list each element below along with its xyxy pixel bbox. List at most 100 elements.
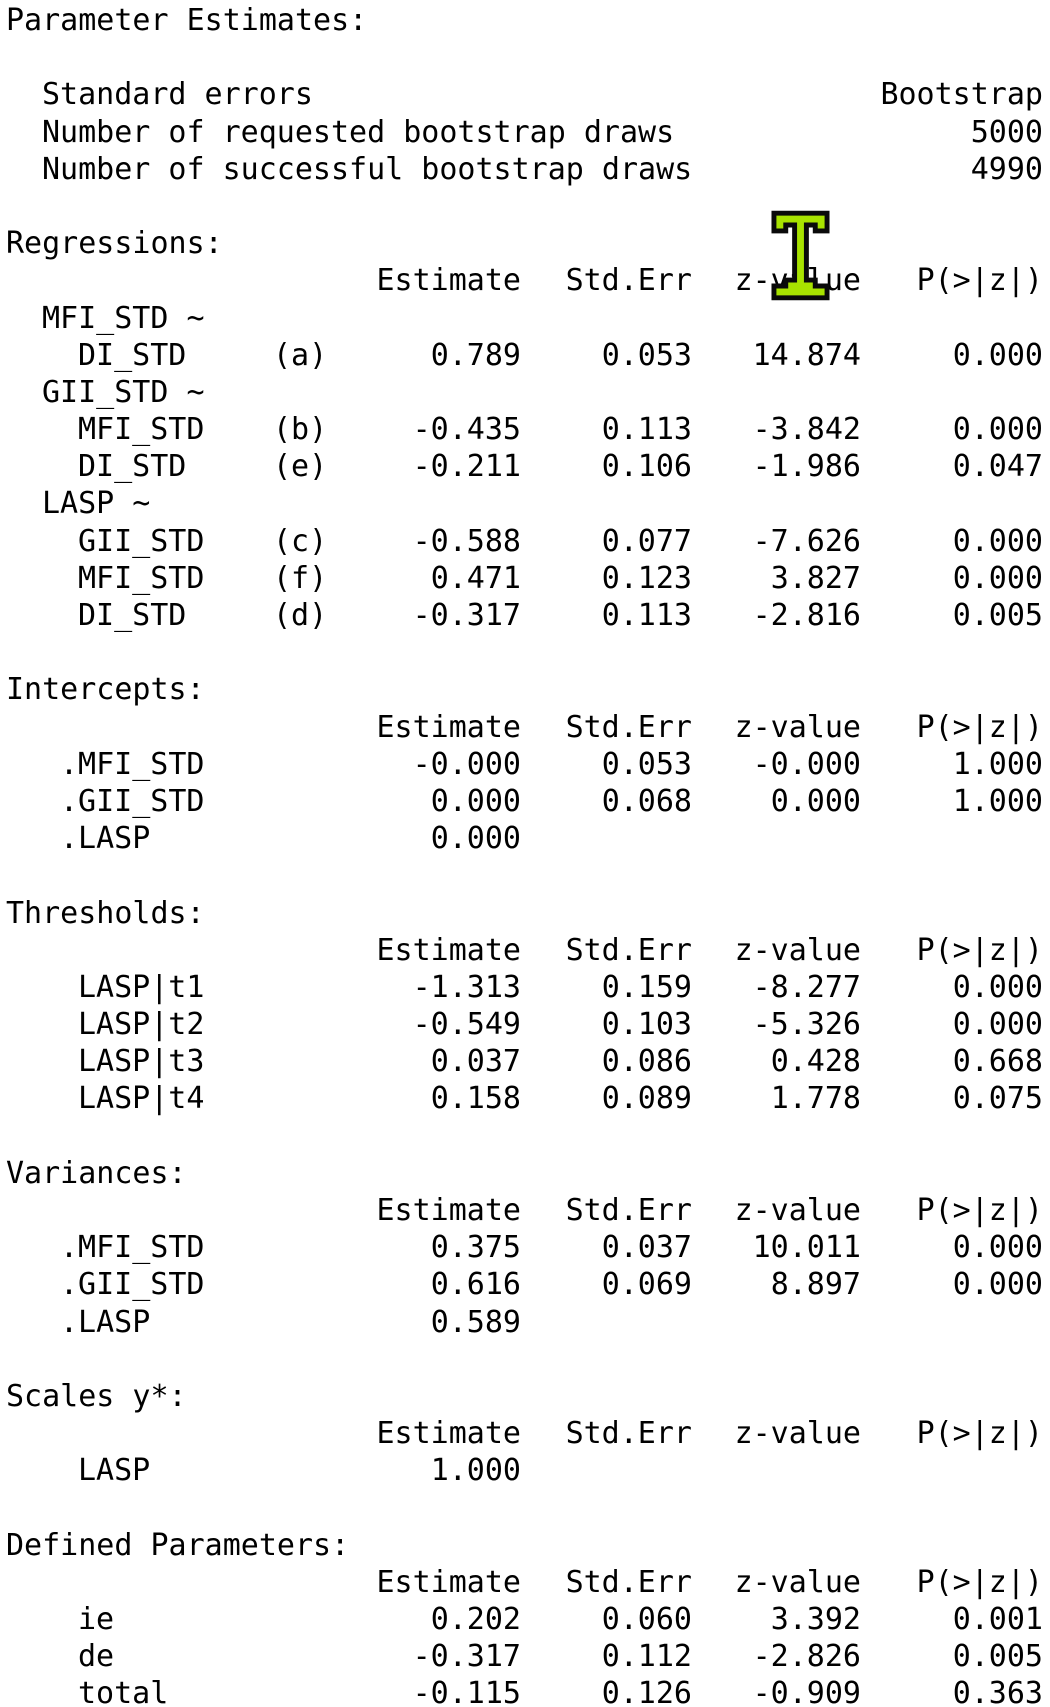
column-header-estimate: Estimate: [376, 1564, 522, 1600]
table-row: LASP 1.000: [6, 1452, 1043, 1489]
estimate-value: 0.202: [430, 1602, 521, 1638]
stderr-value: 0.037: [601, 1230, 692, 1266]
blank-line: [6, 857, 1050, 894]
stderr-value: 0.060: [601, 1602, 692, 1638]
blank-line: [6, 1341, 1050, 1378]
zvalue-value: 3.827: [770, 560, 861, 596]
zvalue-value: -1.986: [752, 449, 861, 485]
table-row: .MFI_STD 0.375 0.037 10.011 0.000: [6, 1229, 1043, 1266]
estimate-value: 0.589: [430, 1304, 521, 1340]
param-label: (c): [273, 523, 328, 559]
param-name: de: [78, 1639, 115, 1675]
stderr-value: 0.126: [601, 1676, 692, 1707]
column-header-row: Estimate Std.Err z-value P(>|z|): [6, 932, 1044, 969]
table-row: DI_STD (d) -0.317 0.113 -2.816 0.005: [6, 597, 1043, 634]
param-name: DI_STD: [78, 337, 187, 373]
pvalue-value: 0.668: [952, 1044, 1043, 1080]
zvalue-value: 0.428: [770, 1044, 861, 1080]
pvalue-value: 0.005: [952, 1639, 1043, 1675]
pvalue-value: 1.000: [952, 746, 1043, 782]
column-header-pvalue: P(>|z|): [916, 263, 1043, 299]
table-row: .MFI_STD -0.000 0.053 -0.000 1.000: [6, 746, 1043, 783]
zvalue-value: -3.842: [752, 412, 861, 448]
column-header-pvalue: P(>|z|): [916, 1193, 1043, 1228]
column-header-pvalue: P(>|z|): [916, 709, 1043, 745]
pvalue-value: 0.047: [952, 449, 1043, 485]
column-header-pvalue: P(>|z|): [916, 1564, 1043, 1600]
column-header-row: Estimate Std.Err z-value P(>|z|): [6, 709, 1044, 746]
param-label: (f): [273, 560, 328, 596]
blank-line: [6, 188, 1050, 225]
param-name: .MFI_STD: [60, 1230, 205, 1266]
param-name: GII_STD: [78, 523, 205, 559]
column-header-stderr: Std.Err: [565, 932, 692, 968]
column-header-estimate: Estimate: [376, 1416, 522, 1452]
estimate-value: 0.037: [430, 1044, 521, 1080]
pvalue-value: 0.000: [952, 969, 1043, 1005]
blank-line: [6, 1490, 1050, 1527]
table-row: LASP|t2 -0.549 0.103 -5.326 0.000: [6, 1006, 1043, 1043]
param-name: GII_STD ~: [42, 374, 205, 410]
param-label: (d): [273, 598, 328, 633]
output-title: Parameter Estimates:: [6, 3, 368, 38]
table-row: GII_STD (c) -0.588 0.077 -7.626 0.000: [6, 523, 1043, 560]
param-name: LASP|t3: [78, 1044, 205, 1080]
table-row: .GII_STD 0.616 0.069 8.897 0.000: [6, 1266, 1043, 1303]
zvalue-value: 10.011: [752, 1230, 861, 1266]
pvalue-value: 0.005: [952, 598, 1043, 633]
pvalue-value: 0.000: [952, 1230, 1043, 1266]
column-header-estimate: Estimate: [376, 263, 522, 299]
zvalue-value: 14.874: [752, 337, 861, 373]
section-title-variances: Variances:: [6, 1155, 187, 1191]
zvalue-value: -2.816: [752, 598, 861, 633]
info-label: Number of requested bootstrap draws: [42, 114, 675, 150]
table-row: .GII_STD 0.000 0.068 0.000 1.000: [6, 783, 1043, 820]
column-header-zvalue: z-value: [734, 709, 861, 745]
stderr-value: 0.053: [601, 746, 692, 782]
zvalue-value: -7.626: [752, 523, 861, 559]
section-title-scales: Scales y*:: [6, 1378, 187, 1414]
stderr-value: 0.068: [601, 783, 692, 819]
column-header-stderr: Std.Err: [565, 1416, 692, 1452]
estimate-value: 0.616: [430, 1267, 521, 1303]
section-title-intercepts: Intercepts:: [6, 672, 205, 708]
column-header-zvalue: z-value: [734, 1416, 861, 1452]
estimate-value: 1.000: [430, 1453, 521, 1489]
column-header-stderr: Std.Err: [565, 709, 692, 745]
stderr-value: 0.159: [601, 969, 692, 1005]
column-header-zvalue: z-value: [734, 932, 861, 968]
table-row: LASP|t3 0.037 0.086 0.428 0.668: [6, 1043, 1043, 1080]
estimate-value: -0.000: [412, 746, 521, 782]
column-header-row: Estimate Std.Err z-value P(>|z|): [6, 1564, 1044, 1601]
zvalue-value: -0.000: [752, 746, 861, 782]
table-row: DI_STD (e) -0.211 0.106 -1.986 0.047: [6, 448, 1043, 485]
table-row: total -0.115 0.126 -0.909 0.363: [6, 1675, 1043, 1707]
param-name: DI_STD: [78, 598, 187, 633]
stderr-value: 0.106: [601, 449, 692, 485]
pvalue-value: 0.000: [952, 560, 1043, 596]
param-name: LASP|t2: [78, 1007, 205, 1043]
pvalue-value: 0.000: [952, 412, 1043, 448]
pvalue-value: 0.363: [952, 1676, 1043, 1707]
param-name: LASP: [78, 1453, 151, 1489]
info-row: Number of successful bootstrap draws 499…: [6, 151, 1043, 188]
stderr-value: 0.053: [601, 337, 692, 373]
table-row: LASP|t4 0.158 0.089 1.778 0.075: [6, 1080, 1043, 1117]
column-header-estimate: Estimate: [376, 932, 522, 968]
blank-line: [6, 39, 1050, 76]
info-value: Bootstrap: [880, 77, 1043, 113]
param-name: DI_STD: [78, 449, 187, 485]
estimate-value: 0.789: [430, 337, 521, 373]
zvalue-value: -2.826: [752, 1639, 861, 1675]
table-row: .LASP 0.000: [6, 820, 1043, 857]
table-row: MFI_STD (b) -0.435 0.113 -3.842 0.000: [6, 411, 1043, 448]
section-title-regressions: Regressions:: [6, 226, 223, 262]
zvalue-value: -5.326: [752, 1007, 861, 1043]
zvalue-value: 8.897: [770, 1267, 861, 1303]
estimate-value: -0.115: [412, 1676, 521, 1707]
param-name: MFI_STD: [78, 560, 205, 596]
param-label: (b): [273, 412, 328, 448]
info-row: Number of requested bootstrap draws 5000: [6, 114, 1043, 151]
column-header-estimate: Estimate: [376, 709, 522, 745]
